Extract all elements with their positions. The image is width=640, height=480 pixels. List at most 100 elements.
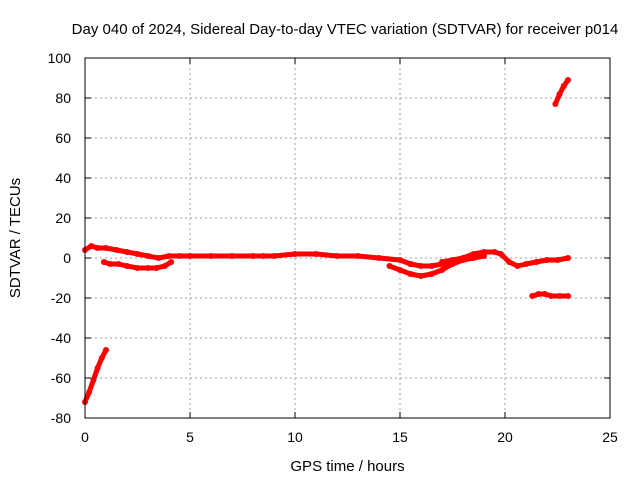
data-point [208,253,214,259]
data-point [565,293,571,299]
data-point [407,271,414,277]
data-point [103,245,109,251]
series-arc-low-loop [100,259,175,271]
y-tick-label: -60 [51,370,71,386]
data-point [187,253,193,259]
data-point [229,253,235,259]
data-point [145,253,151,259]
data-point [556,91,563,97]
data-point [334,253,340,259]
y-tick-label: 80 [55,90,71,106]
data-point [271,253,277,259]
data-point [124,263,130,269]
data-point [153,265,160,271]
y-tick-label: -80 [51,410,71,426]
series-arc-main-early [82,243,193,261]
data-point [523,261,529,267]
data-point [560,83,567,89]
data-point [161,263,168,269]
data-point [115,261,122,267]
y-tick-label: 60 [55,130,71,146]
data-point [124,249,130,255]
data-point [168,259,175,265]
data-point [481,249,487,255]
data-point [535,291,542,297]
y-tick-label: 0 [63,250,71,266]
data-point [386,263,393,269]
data-point [376,255,382,261]
data-point [407,261,414,267]
series-arc-late-negative [529,291,571,299]
y-tick-label: 40 [55,170,71,186]
data-point [565,77,571,83]
data-point [514,263,521,269]
y-tick-label: -40 [51,330,71,346]
data-point [113,247,120,253]
data-point [88,243,95,249]
data-point [470,251,477,257]
tick-layer: 0 5 10 15 20 25 -80 -60 -40 -20 0 20 40 60 80 100 [48,50,618,445]
data-point [428,271,435,277]
data-point [103,347,109,353]
data-point [533,259,540,265]
data-layer [82,77,571,405]
data-point [565,255,571,261]
data-point [292,251,298,257]
data-point [506,259,513,265]
data-point [100,259,107,265]
data-point [418,263,424,269]
y-axis-title: SDTVAR / TECUs [7,178,24,298]
data-point [86,389,93,395]
data-point [397,257,403,263]
data-point [107,261,114,267]
data-point [460,255,466,261]
data-point [155,255,162,261]
data-point [176,253,183,259]
x-axis-title: GPS time / hours [290,458,404,475]
data-point [449,257,456,263]
data-point [541,291,548,297]
data-point [250,253,256,259]
x-tick-label: 25 [602,429,618,445]
data-point [134,265,141,271]
y-tick-label: 20 [55,210,71,226]
data-point [98,355,105,361]
data-point [418,273,424,279]
data-point [94,245,101,251]
data-point [355,253,361,259]
data-point [166,253,172,259]
plot-frame [84,57,611,419]
data-point [491,249,498,255]
data-point [397,267,403,273]
data-point [544,257,550,263]
data-point [134,251,141,257]
y-tick-label: 100 [48,50,72,66]
data-point [90,377,97,383]
data-point [529,293,536,299]
series-arc-final-jump [552,77,571,107]
series-arc-late [439,249,571,269]
x-tick-label: 10 [287,429,303,445]
data-point [428,263,435,269]
series-trace [552,77,571,107]
y-tick-label: -20 [51,290,71,306]
chart-title: Day 040 of 2024, Sidereal Day-to-day VTE… [72,21,619,38]
data-point [548,293,555,299]
data-point [556,293,563,299]
grid [85,58,610,418]
data-point [260,253,267,259]
x-tick-label: 0 [81,429,89,445]
data-point [554,257,561,263]
data-point [94,365,101,371]
data-point [552,101,559,107]
x-tick-label: 20 [497,429,513,445]
x-tick-label: 5 [186,429,194,445]
x-tick-label: 15 [392,429,408,445]
data-point [439,267,445,273]
data-point [313,251,319,257]
data-point [439,259,445,265]
data-point [497,251,504,257]
data-point [145,265,151,271]
